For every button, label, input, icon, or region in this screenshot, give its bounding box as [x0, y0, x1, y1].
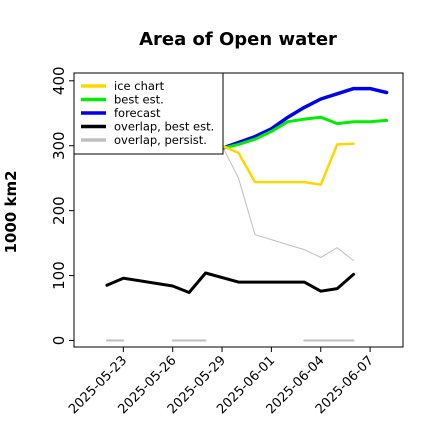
series-line-overlap-best-est- [105, 271, 356, 294]
y-axis: 0 100 200 300 400 [50, 66, 74, 345]
x-axis: 2025-05-232025-05-262025-05-292025-06-01… [66, 347, 377, 417]
legend-label: overlap, persist. [114, 133, 207, 147]
legend-label: forecast [114, 106, 161, 120]
series-line-overlap-persist- [221, 145, 355, 262]
y-tick-label: 300 [50, 131, 68, 160]
y-tick-label: 400 [50, 66, 68, 95]
y-tick-label: 100 [50, 261, 68, 290]
legend-label: overlap, best est. [114, 120, 214, 134]
plot-frame [73, 72, 404, 348]
series-line-best-est- [220, 115, 389, 150]
series-line-ice-chart [220, 142, 355, 186]
series-line-forecast [220, 86, 389, 151]
series-layer [105, 86, 389, 342]
legend-label: ice chart [114, 79, 165, 93]
y-axis-label: 1000 km2 [2, 170, 20, 253]
chart-title: Area of Open water [139, 29, 337, 50]
y-tick-label: 200 [50, 196, 68, 225]
y-tick-label: 0 [50, 336, 68, 346]
legend-label: best est. [114, 93, 164, 107]
